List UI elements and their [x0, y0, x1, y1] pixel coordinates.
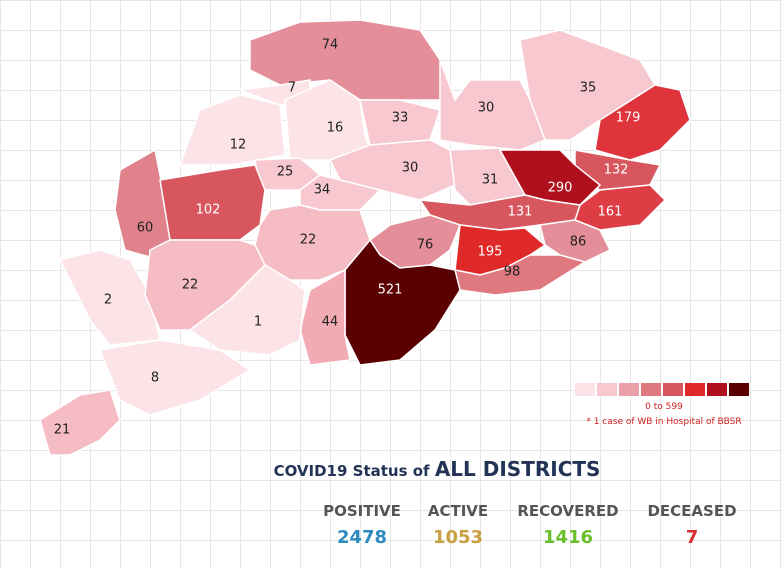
district: 102: [159, 164, 266, 241]
legend-swatch: [685, 383, 705, 396]
district: 30: [439, 59, 546, 151]
status-title-main: ALL DISTRICTS: [435, 457, 601, 481]
district-label: 35: [580, 81, 597, 96]
district-label: 44: [322, 315, 339, 330]
district-label: 22: [182, 278, 199, 293]
district: 98: [453, 254, 587, 296]
district-label: 25: [277, 165, 294, 180]
legend-swatch: [641, 383, 661, 396]
district: 34: [299, 174, 382, 211]
district-label: 98: [504, 265, 521, 280]
district-label: 31: [482, 173, 499, 188]
status-value: 2478: [337, 527, 387, 548]
district-label: 8: [151, 371, 159, 386]
legend-swatch: [729, 383, 749, 396]
district-label: 21: [54, 423, 71, 438]
district: 2: [58, 249, 161, 346]
status-label: POSITIVE: [323, 502, 401, 520]
district: 12: [178, 94, 286, 166]
district-shape: [188, 264, 306, 356]
district: 16: [284, 79, 371, 161]
district-label: 132: [604, 163, 629, 178]
district-shape: [98, 339, 252, 416]
district-label: 33: [392, 111, 409, 126]
district: 33: [359, 99, 441, 146]
status-label: ACTIVE: [428, 502, 488, 520]
status-title-prefix: COVID19 Status of: [274, 462, 430, 480]
district-label: 76: [417, 238, 434, 253]
district: 1: [188, 264, 306, 356]
district-shape: [539, 219, 612, 263]
legend-range: 0 to 599: [645, 402, 683, 412]
legend-swatch: [619, 383, 639, 396]
district: 60: [114, 148, 171, 261]
district-label: 2: [104, 293, 112, 308]
district-shape: [178, 94, 286, 166]
district-label: 290: [548, 181, 573, 196]
district-label: 74: [322, 38, 339, 53]
status-value: 1416: [543, 527, 593, 548]
district-shape: [249, 19, 457, 101]
status-value: 7: [686, 527, 699, 548]
district-shape: [594, 84, 691, 161]
district-label: 1: [254, 315, 262, 330]
district-label: 195: [478, 245, 503, 260]
district-shape: [39, 389, 121, 456]
district-label: 102: [196, 203, 221, 218]
district-label: 161: [598, 205, 623, 220]
district: 8: [98, 339, 252, 416]
status-label: DECEASED: [647, 502, 736, 520]
legend-swatch: [663, 383, 683, 396]
district-label: 7: [288, 81, 296, 96]
district: 21: [39, 389, 121, 456]
district: 86: [539, 219, 612, 263]
district-label: 86: [570, 235, 587, 250]
district: 521: [344, 238, 461, 366]
district-label: 22: [300, 233, 317, 248]
status-title: COVID19 Status of ALL DISTRICTS: [274, 457, 601, 481]
district: 44: [299, 268, 351, 366]
district-label: 34: [314, 183, 331, 198]
district-label: 30: [478, 101, 495, 116]
district-label: 131: [508, 205, 533, 220]
legend-swatch: [597, 383, 617, 396]
district-label: 30: [402, 161, 419, 176]
district-label: 16: [327, 121, 344, 136]
status-label: RECOVERED: [517, 502, 618, 520]
district: 179: [594, 84, 691, 161]
district-shape: [359, 99, 441, 146]
district-shape: [439, 59, 546, 151]
district-label: 12: [230, 138, 247, 153]
district: 74: [249, 19, 457, 101]
district-label: 521: [378, 283, 403, 298]
district-shape: [344, 238, 461, 366]
district-label: 60: [137, 221, 154, 236]
legend-swatch: [707, 383, 727, 396]
status-value: 1053: [433, 527, 483, 548]
legend-swatch: [575, 383, 595, 396]
district-shape: [453, 254, 587, 296]
legend-note: * 1 case of WB in Hospital of BBSR: [586, 417, 741, 427]
district-label: 179: [616, 111, 641, 126]
